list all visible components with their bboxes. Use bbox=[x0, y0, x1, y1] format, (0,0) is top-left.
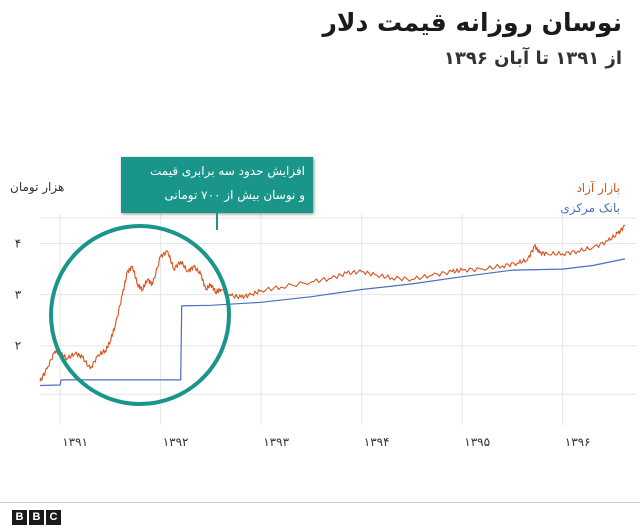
y-axis-unit-label: هزار تومان bbox=[10, 180, 65, 194]
annotation-box: افزایش حدود سه برابری قیمت و نوسان بیش ا… bbox=[121, 157, 313, 213]
x-tick-label: ۱۳۹۲ bbox=[163, 435, 189, 449]
chart-title: نوسان روزانه قیمت دلار bbox=[322, 8, 622, 37]
legend-item-central-bank: بانک مرکزی bbox=[560, 201, 620, 215]
x-tick-label: ۱۳۹۵ bbox=[464, 435, 490, 449]
bbc-logo: B B C bbox=[12, 510, 61, 525]
bbc-logo-letter: B bbox=[29, 510, 44, 525]
x-tick-label: ۱۳۹۶ bbox=[565, 435, 591, 449]
y-tick-label: ۳ bbox=[15, 288, 22, 302]
annotation-line-2: و نوسان بیش از ۷۰۰ تومانی bbox=[164, 188, 305, 202]
x-tick-label: ۱۳۹۱ bbox=[62, 435, 88, 449]
legend-item-free-market: بازار آزاد bbox=[576, 181, 620, 195]
footer-divider bbox=[0, 502, 640, 503]
x-tick-label: ۱۳۹۴ bbox=[364, 435, 390, 449]
y-tick-label: ۲ bbox=[15, 339, 21, 353]
legend: بازار آزاد بانک مرکزی bbox=[560, 178, 620, 218]
annotation-line-1: افزایش حدود سه برابری قیمت bbox=[150, 164, 305, 178]
y-tick-label: ۴ bbox=[15, 237, 21, 251]
series-line-central-bank bbox=[39, 258, 626, 387]
highlight-circle bbox=[49, 224, 231, 406]
x-tick-label: ۱۳۹۳ bbox=[263, 435, 289, 449]
bbc-logo-letter: B bbox=[12, 510, 27, 525]
bbc-logo-letter: C bbox=[46, 510, 61, 525]
chart-subtitle: از ۱۳۹۱ تا آبان ۱۳۹۶ bbox=[443, 48, 622, 69]
series-line-free-market bbox=[39, 224, 626, 382]
annotation-connector bbox=[216, 213, 218, 230]
